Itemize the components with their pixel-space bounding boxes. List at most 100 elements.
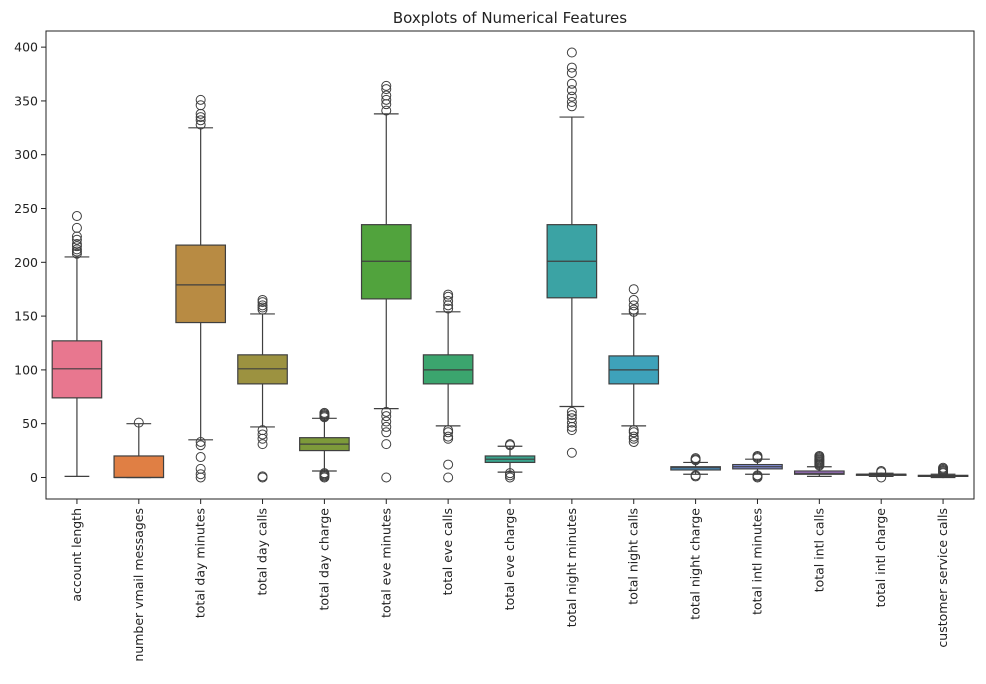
x-axis: account length number vmail messages total… xyxy=(69,499,950,662)
outlier-point xyxy=(381,84,392,95)
y-tick-label: 350 xyxy=(14,93,38,108)
x-tick-label: total intl minutes xyxy=(749,508,764,615)
outlier-point xyxy=(195,469,206,480)
outlier-point xyxy=(257,300,268,311)
outlier-point xyxy=(257,439,268,450)
box-group xyxy=(732,450,783,483)
outlier-point xyxy=(195,436,206,447)
chart-title: Boxplots of Numerical Features xyxy=(393,9,627,27)
y-tick-label: 0 xyxy=(30,470,38,485)
outlier-point xyxy=(195,115,206,126)
outlier-point xyxy=(443,472,454,483)
outlier-point xyxy=(257,294,268,305)
y-tick-label: 300 xyxy=(14,147,38,162)
outlier-point xyxy=(566,97,577,108)
outlier-point xyxy=(628,431,639,442)
outlier-point xyxy=(71,239,82,250)
outlier-point xyxy=(443,431,454,442)
outlier-point xyxy=(71,234,82,245)
x-tick-label: total eve minutes xyxy=(378,508,393,618)
outlier-point xyxy=(505,439,515,450)
outlier-point xyxy=(195,100,206,111)
box-group xyxy=(237,294,288,483)
outlier-point xyxy=(257,471,268,482)
box-group xyxy=(422,289,474,483)
box-group xyxy=(299,407,350,483)
y-tick-label: 50 xyxy=(22,416,38,431)
box-iqr xyxy=(113,455,165,479)
box-group xyxy=(793,450,845,478)
outlier-point xyxy=(195,119,206,130)
outlier-point xyxy=(381,90,392,101)
y-axis: 0 50 100 150 200 250 300 350 400 xyxy=(14,40,46,485)
outlier-point xyxy=(381,439,392,450)
outlier-point xyxy=(566,447,577,458)
x-tick-label: total day charge xyxy=(316,508,331,611)
outlier-point xyxy=(938,462,949,473)
outlier-point xyxy=(443,459,454,470)
outlier-point xyxy=(381,472,392,483)
y-tick-label: 400 xyxy=(14,40,38,55)
outlier-point xyxy=(133,417,144,428)
x-tick-label: total night calls xyxy=(626,508,641,605)
outlier-point xyxy=(628,294,639,305)
outlier-point xyxy=(566,85,577,96)
outlier-point xyxy=(566,101,577,112)
y-tick-label: 100 xyxy=(14,362,38,377)
y-tick-label: 150 xyxy=(14,309,38,324)
boxes-layer xyxy=(51,47,969,483)
outlier-point xyxy=(319,468,330,479)
box-group xyxy=(608,284,660,447)
box-group xyxy=(360,80,412,483)
outlier-point xyxy=(566,406,577,417)
outlier-point xyxy=(752,470,763,481)
outlier-point xyxy=(381,105,392,116)
x-tick-label: total intl calls xyxy=(811,508,826,592)
outlier-point xyxy=(71,211,82,222)
outlier-point xyxy=(566,425,577,436)
x-tick-label: total eve charge xyxy=(502,508,517,611)
box-group xyxy=(51,211,103,478)
box-group xyxy=(546,47,598,458)
box-group xyxy=(113,417,165,479)
outlier-point xyxy=(443,296,454,307)
outlier-point xyxy=(566,417,577,428)
outlier-point xyxy=(628,304,639,315)
y-tick-label: 250 xyxy=(14,201,38,216)
y-tick-label: 200 xyxy=(14,255,38,270)
x-tick-label: customer service calls xyxy=(935,508,950,648)
outlier-point xyxy=(876,466,887,477)
x-tick-label: total night charge xyxy=(688,508,703,620)
outlier-point xyxy=(381,416,392,427)
box-group xyxy=(855,466,907,483)
box-group xyxy=(175,94,227,483)
outlier-point xyxy=(257,425,268,436)
outlier-point xyxy=(443,425,454,436)
outlier-point xyxy=(628,436,639,447)
x-tick-label: total night minutes xyxy=(564,508,579,627)
outlier-point xyxy=(195,94,206,105)
outlier-point xyxy=(628,300,639,311)
outlier-point xyxy=(443,289,454,300)
outlier-point xyxy=(195,112,206,123)
outlier-point xyxy=(566,78,577,89)
x-tick-label: number vmail messages xyxy=(131,508,146,662)
outlier-point xyxy=(195,440,206,451)
outlier-point xyxy=(505,468,515,479)
outlier-point xyxy=(381,411,392,422)
outlier-point xyxy=(752,450,763,461)
outlier-point xyxy=(195,463,206,474)
outlier-point xyxy=(690,453,701,464)
outlier-point xyxy=(876,472,887,483)
x-tick-label: total intl charge xyxy=(873,508,888,608)
outlier-point xyxy=(566,67,577,78)
box-group xyxy=(917,462,969,479)
outlier-point xyxy=(566,413,577,424)
x-tick-label: total eve calls xyxy=(440,508,455,595)
x-tick-label: total day calls xyxy=(255,508,270,596)
outlier-point xyxy=(257,429,268,440)
x-tick-label: account length xyxy=(69,508,84,602)
outlier-point xyxy=(195,452,206,463)
outlier-point xyxy=(381,406,392,417)
